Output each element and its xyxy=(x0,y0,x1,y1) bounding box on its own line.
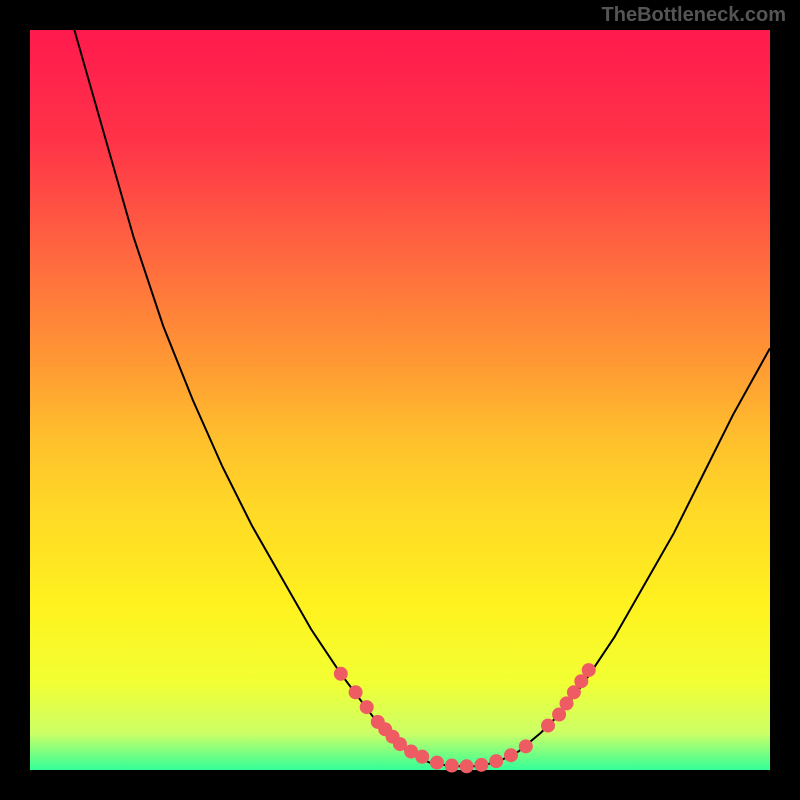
scatter-point xyxy=(582,663,596,677)
scatter-point xyxy=(460,759,474,773)
bottleneck-chart xyxy=(0,0,800,800)
scatter-point xyxy=(360,700,374,714)
scatter-point xyxy=(489,754,503,768)
plot-background xyxy=(30,30,770,770)
scatter-point xyxy=(334,667,348,681)
scatter-point xyxy=(349,685,363,699)
scatter-point xyxy=(415,750,429,764)
scatter-point xyxy=(541,719,555,733)
scatter-point xyxy=(504,748,518,762)
scatter-point xyxy=(430,756,444,770)
scatter-point xyxy=(474,758,488,772)
scatter-point xyxy=(445,759,459,773)
watermark-text: TheBottleneck.com xyxy=(602,4,786,27)
scatter-point xyxy=(519,739,533,753)
